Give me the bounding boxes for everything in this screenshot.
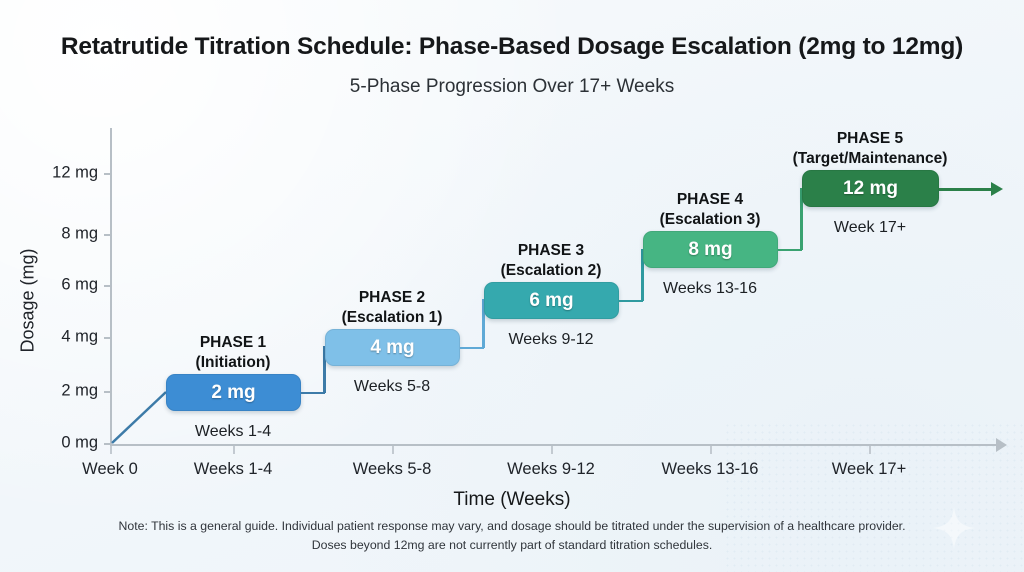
background-dot-texture <box>724 422 1024 572</box>
final-arrow-head-icon <box>991 181 1003 196</box>
phase-title-1: PHASE 1 (Initiation) <box>118 333 348 373</box>
y-tick-mark <box>104 443 112 445</box>
phase-title-line1: PHASE 4 <box>676 191 744 208</box>
phase-title-line2: (Initiation) <box>195 353 271 371</box>
connector-h-3 <box>619 299 643 302</box>
y-tick-mark <box>104 391 112 393</box>
phase-dose-label: 8 mg <box>688 238 733 260</box>
phase-title-line1: PHASE 1 <box>199 334 267 351</box>
x-tick-mark <box>110 446 112 454</box>
phase-title-4: PHASE 4 (Escalation 3) <box>595 190 825 230</box>
footnote-line-1: Note: This is a general guide. Individua… <box>118 519 906 533</box>
phase-title-line2: (Escalation 1) <box>341 308 443 326</box>
x-tick-label: Weeks 13-16 <box>661 460 759 478</box>
x-axis-arrow-icon <box>996 438 1007 452</box>
connector-v-4 <box>800 189 803 250</box>
footnote-line-2: Doses beyond 12mg are not currently part… <box>311 538 713 553</box>
page-title: Retatrutide Titration Schedule: Phase-Ba… <box>60 33 964 60</box>
y-tick-label: 8 mg <box>61 224 98 243</box>
connector-h-2 <box>460 346 484 349</box>
phase-dose-label: 4 mg <box>370 336 415 358</box>
phase-box-1[interactable]: 2 mg <box>166 374 301 411</box>
x-tick-label: Week 0 <box>82 460 138 478</box>
phase-title-line1: PHASE 3 <box>517 242 585 259</box>
y-tick-label: 4 mg <box>61 327 98 346</box>
x-tick-label: Weeks 1-4 <box>193 460 273 478</box>
connector-h-4 <box>778 248 802 251</box>
x-tick-mark <box>710 446 712 454</box>
sparkle-watermark-icon <box>932 506 976 550</box>
connector-v-1 <box>323 347 326 393</box>
y-tick-label: 0 mg <box>61 433 98 452</box>
phase-title-line1: PHASE 2 <box>358 289 426 306</box>
y-axis-line <box>110 128 112 446</box>
phase-box-4[interactable]: 8 mg <box>643 231 778 268</box>
phase-title-line1: PHASE 5 <box>836 130 904 147</box>
y-tick-label: 12 mg <box>52 163 98 182</box>
y-tick-mark <box>104 173 112 175</box>
phase-title-line2: (Target/Maintenance) <box>792 149 948 167</box>
x-axis-line <box>110 444 1000 446</box>
y-tick-mark <box>104 285 112 287</box>
phase-weeks-2: Weeks 5-8 <box>353 378 431 395</box>
phase-title-3: PHASE 3 (Escalation 2) <box>436 241 666 281</box>
final-arrow-line <box>939 187 993 191</box>
footnote: Note: This is a general guide. Individua… <box>0 517 1024 555</box>
x-axis-title: Time (Weeks) <box>453 489 571 510</box>
phase-weeks-1: Weeks 1-4 <box>194 423 272 440</box>
x-tick-mark <box>551 446 553 454</box>
page-subtitle: 5-Phase Progression Over 17+ Weeks <box>349 76 675 97</box>
phase-title-line2: (Escalation 3) <box>659 210 761 228</box>
phase-title-2: PHASE 2 (Escalation 1) <box>277 288 507 328</box>
connector-h-1 <box>301 391 325 394</box>
y-tick-label: 6 mg <box>61 275 98 294</box>
phase-title-line2: (Escalation 2) <box>500 261 602 279</box>
phase-weeks-5: Week 17+ <box>833 219 907 236</box>
phase-weeks-4: Weeks 13-16 <box>663 280 757 297</box>
x-tick-mark <box>869 446 871 454</box>
phase-box-3[interactable]: 6 mg <box>484 282 619 319</box>
phase-dose-label: 12 mg <box>843 177 898 199</box>
x-tick-label: Weeks 5-8 <box>352 460 432 478</box>
x-tick-mark <box>233 446 235 454</box>
connector-v-2 <box>482 300 485 348</box>
x-tick-label: Weeks 9-12 <box>507 460 595 478</box>
phase-box-2[interactable]: 4 mg <box>325 329 460 366</box>
connector-v-3 <box>641 250 644 301</box>
x-tick-label: Week 17+ <box>831 460 907 478</box>
phase-title-5: PHASE 5 (Target/Maintenance) <box>755 129 985 169</box>
phase-dose-label: 2 mg <box>211 381 256 403</box>
y-tick-mark <box>104 337 112 339</box>
phase-dose-label: 6 mg <box>529 289 574 311</box>
x-tick-mark <box>392 446 394 454</box>
y-tick-mark <box>104 234 112 236</box>
phase-weeks-3: Weeks 9-12 <box>508 331 594 348</box>
y-tick-label: 2 mg <box>61 381 98 400</box>
phase-box-5[interactable]: 12 mg <box>802 170 939 207</box>
